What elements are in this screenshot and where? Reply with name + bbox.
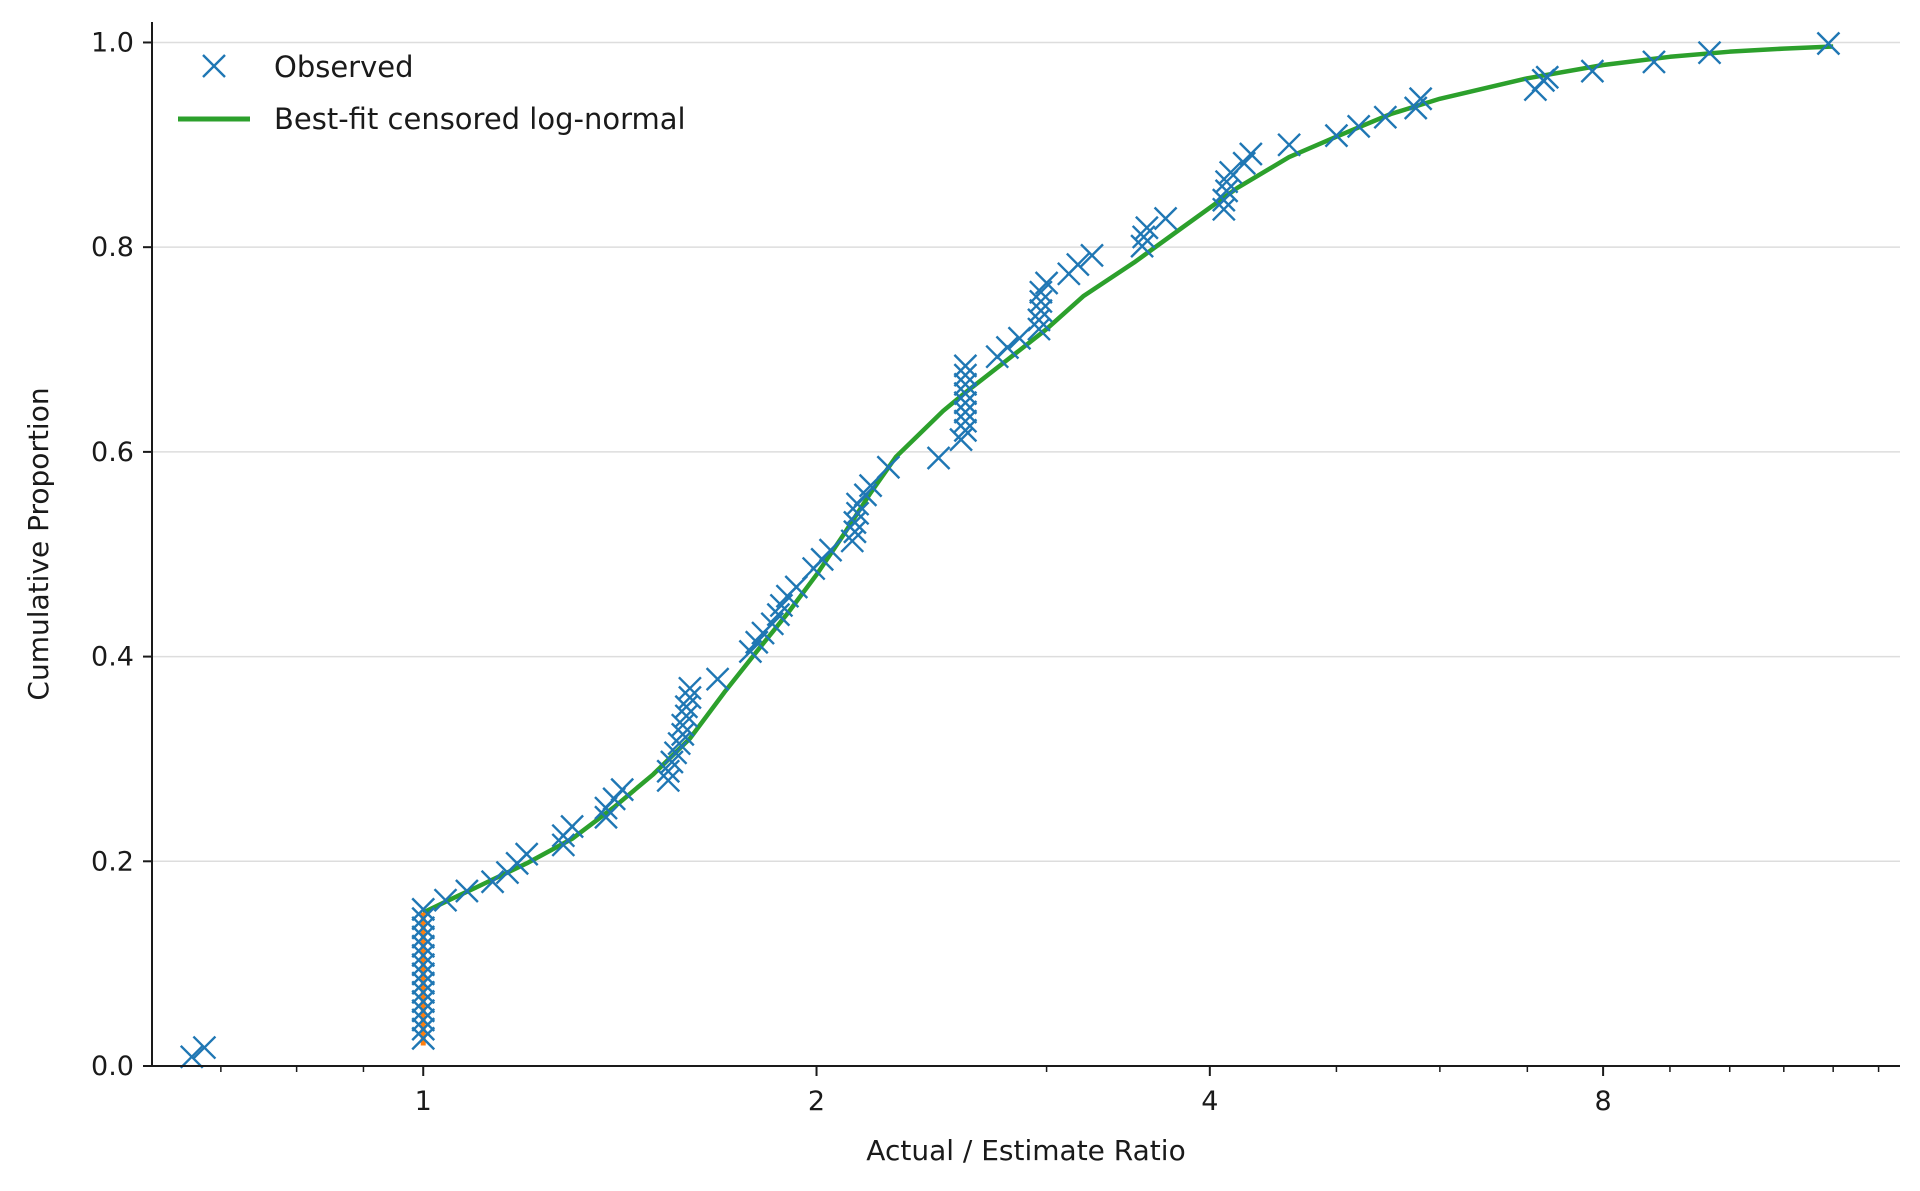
data-point [411,952,436,977]
data-point [1642,50,1666,74]
data-point [551,833,576,857]
data-point [560,814,584,839]
data-point [610,777,635,802]
data-point [663,740,688,765]
data-point [818,538,843,562]
x-tick-label: 4 [1201,1086,1218,1117]
data-point [1239,142,1263,166]
data-point [411,989,436,1014]
y-tick-label: 0.4 [91,642,134,673]
x-axis-title: Actual / Estimate Ratio [866,1134,1185,1167]
data-point [845,501,870,526]
data-point [953,372,978,397]
y-tick-label: 0.8 [91,232,134,263]
data-point [953,418,978,443]
data-point [1218,160,1243,185]
data-point [926,446,951,470]
legend-marker-observed [202,54,226,78]
data-point [953,409,978,434]
data-point [660,750,684,774]
data-point [411,962,436,986]
data-point [1324,123,1349,148]
data-point [411,897,436,922]
data-point [1214,179,1239,203]
data-point [480,869,505,894]
data-point [1535,65,1560,90]
axes [151,22,1900,1067]
legend-label-observed: Observed [274,50,414,84]
y-tick-label: 0.6 [91,437,134,468]
data-point [455,879,479,903]
data-point [1029,298,1053,323]
data-point [411,906,436,931]
data-point [179,1044,204,1069]
y-tick-label: 0.2 [91,846,134,877]
data-point [411,1026,436,1051]
fit-curve [422,44,1834,915]
data-point [1034,271,1059,295]
data-point [1066,252,1090,277]
data-point [670,713,695,738]
grid-lines [152,41,1900,863]
y-tick-label: 0.0 [91,1051,134,1082]
data-point [1697,40,1722,65]
data-point [656,759,681,784]
data-point [1580,59,1605,83]
data-point [1408,86,1433,111]
data-point [411,971,436,995]
data-point [1135,215,1159,240]
data-point [1027,317,1051,341]
data-point [192,1035,217,1060]
data-point [995,335,1020,360]
x-tick-label: 8 [1595,1086,1612,1117]
data-point [953,363,978,387]
data-point [594,805,618,830]
data-point [411,1017,436,1042]
data-point [411,925,436,949]
data-point [1153,206,1178,231]
data-point [411,1008,436,1032]
tick-marks: 0.0 0.2 0.4 0.6 0.8 1.0 1 2 4 8 [91,27,1880,1117]
data-point [953,390,978,415]
data-point [667,731,692,756]
x-tick-label: 1 [415,1086,432,1117]
x-tick-label: 2 [808,1086,825,1117]
data-point [433,888,458,913]
y-tick-label: 1.0 [91,27,134,58]
data-point [766,602,791,627]
data-point [670,722,695,747]
data-point [514,842,539,866]
data-point [1373,105,1398,130]
data-point [705,667,730,691]
data-point [411,943,436,968]
data-point [1131,225,1156,249]
data-point [1027,307,1051,332]
data-point [949,427,973,452]
data-point [953,400,978,424]
legend-label-fit: Best-fit censored log-normal [274,102,686,136]
y-axis-title: Cumulative Proportion [22,387,55,700]
data-point [1277,132,1301,157]
data-point [953,354,978,378]
plot-area [179,31,1841,1069]
data-point [1130,234,1154,259]
data-point [678,676,702,701]
data-point [678,685,702,710]
data-point [953,381,978,406]
data-point [1346,114,1371,139]
data-point [1007,326,1032,351]
data-point [656,768,681,793]
data-point [1816,31,1841,56]
data-point [411,934,436,959]
data-point [1080,243,1104,268]
data-point [876,455,901,480]
data-point [411,998,436,1023]
data-point [1029,289,1053,314]
data-point [411,915,436,940]
data-point [411,980,436,1005]
legend: Observed Best-fit censored log-normal [178,50,686,136]
